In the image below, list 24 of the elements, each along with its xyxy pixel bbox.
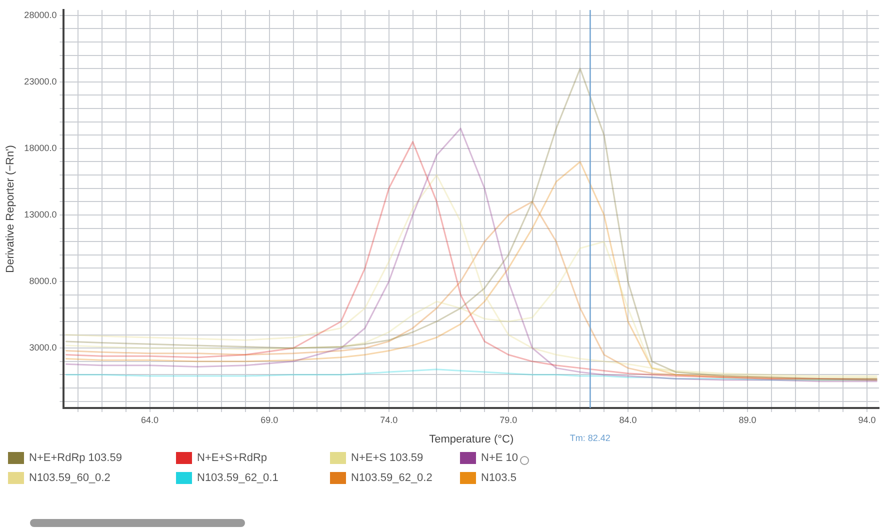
legend-label: N103.59_62_0.2 [351, 472, 432, 484]
y-tick-label: 13000.0 [24, 209, 57, 220]
y-tick-label: 18000.0 [24, 142, 57, 153]
legend-label: N103.59_60_0.2 [29, 472, 110, 484]
y-tick-label: 8000.0 [29, 276, 57, 286]
y-tick-label: 3000.0 [29, 342, 57, 353]
legend-label: N103.5 [481, 472, 516, 484]
legend-label: N+E+S+RdRp [197, 452, 268, 464]
x-tick-label: 79.0 [500, 414, 518, 425]
legend-label: N+E+S 103.59 [351, 452, 424, 464]
x-tick-label: 69.0 [260, 414, 278, 425]
y-axis-title: Derivative Reporter (−Rn') [4, 145, 17, 273]
legend-label: N103.59_62_0.1 [197, 472, 278, 484]
legend-label: N+E 10 [481, 452, 518, 464]
x-tick-label: 74.0 [380, 414, 398, 425]
x-tick-label: 89.0 [738, 414, 756, 425]
x-tick-label: 94.0 [858, 414, 876, 425]
y-tick-label: 23000.0 [24, 76, 57, 86]
y-tick-label: 28000.0 [24, 10, 57, 20]
x-tick-label: 64.0 [141, 414, 159, 425]
legend-label: N+E+RdRp 103.59 [29, 452, 122, 464]
ref-line-label: Tm: 82.42 [570, 432, 610, 443]
x-tick-label: 84.0 [619, 414, 637, 425]
x-axis-title: Temperature (°C) [429, 433, 514, 446]
